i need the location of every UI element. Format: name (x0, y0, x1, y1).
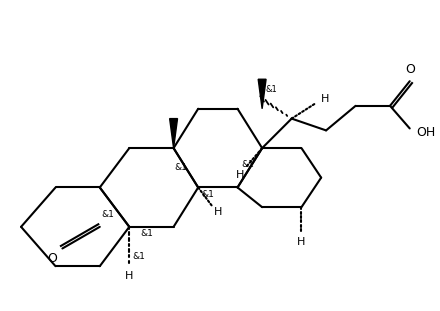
Text: &1: &1 (133, 252, 146, 261)
Polygon shape (258, 79, 266, 109)
Text: H: H (297, 237, 306, 247)
Polygon shape (170, 118, 177, 148)
Text: &1: &1 (202, 190, 214, 199)
Text: &1: &1 (140, 229, 154, 238)
Text: H: H (236, 170, 245, 180)
Text: H: H (125, 271, 133, 281)
Text: O: O (405, 63, 414, 76)
Text: OH: OH (417, 126, 436, 139)
Text: &1: &1 (101, 210, 114, 219)
Text: &1: &1 (174, 163, 187, 172)
Text: O: O (48, 252, 58, 265)
Text: &1: &1 (241, 160, 254, 169)
Text: &1: &1 (265, 85, 277, 94)
Text: H: H (214, 207, 222, 217)
Text: H: H (321, 94, 330, 104)
